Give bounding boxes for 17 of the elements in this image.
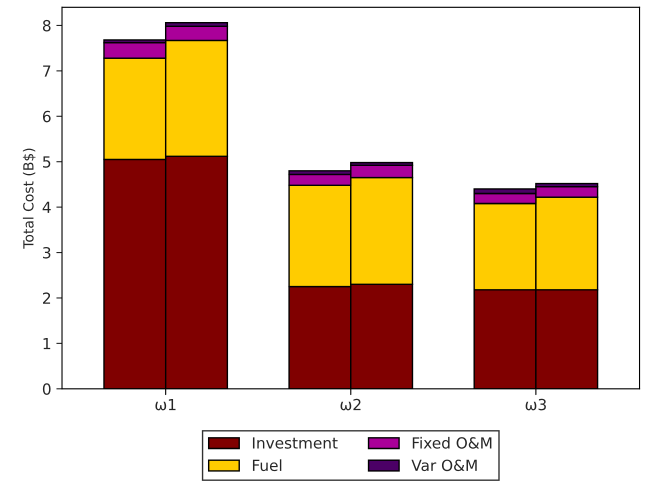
- y-tick-label: 1: [44, 338, 50, 350]
- text: ω3: [526, 398, 546, 410]
- legend-label: Var O&M: [411, 460, 477, 472]
- y-tick-label: 5: [43, 156, 50, 168]
- legend-label: Investment: [252, 437, 338, 449]
- y-tick-label: 6: [42, 110, 51, 122]
- y-axis-title: Total Cost (B$): [22, 148, 36, 249]
- text: ω1: [155, 398, 176, 410]
- text: ω2: [340, 398, 361, 410]
- y-tick-label: 7: [43, 66, 50, 77]
- y-tick-label: 8: [42, 20, 51, 32]
- y-tick-label: 3: [43, 247, 50, 259]
- y-tick-label: 4: [42, 202, 51, 213]
- y-tick-label: 0: [42, 383, 51, 395]
- legend-label: Fixed O&M: [412, 436, 492, 449]
- legend-label: Fuel: [252, 459, 282, 472]
- y-tick-label: 2: [43, 292, 50, 304]
